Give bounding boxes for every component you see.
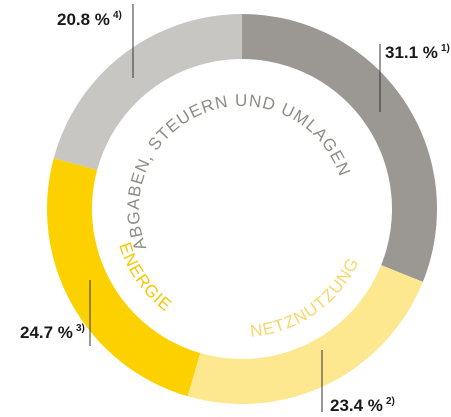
donut [47,14,437,404]
value-label: 24.7 % [20,323,73,342]
footnote: 2) [386,396,395,407]
donut-segment [242,14,437,282]
footnote: 1) [441,43,450,54]
value-label: 31.1 % [385,43,438,62]
callouts [89,4,381,412]
donut-segment [53,14,242,170]
footnote: 3) [76,323,85,334]
category-label-text: ABGABEN, STEUERN UND UMLAGEN [124,91,353,253]
value-label: 20.8 % [57,10,110,29]
category-label: ABGABEN, STEUERN UND UMLAGEN [124,91,354,253]
donut-segment [187,265,423,404]
donut-segment [47,158,201,397]
footnote: 4) [113,10,122,21]
value-label: 23.4 % [330,396,383,415]
